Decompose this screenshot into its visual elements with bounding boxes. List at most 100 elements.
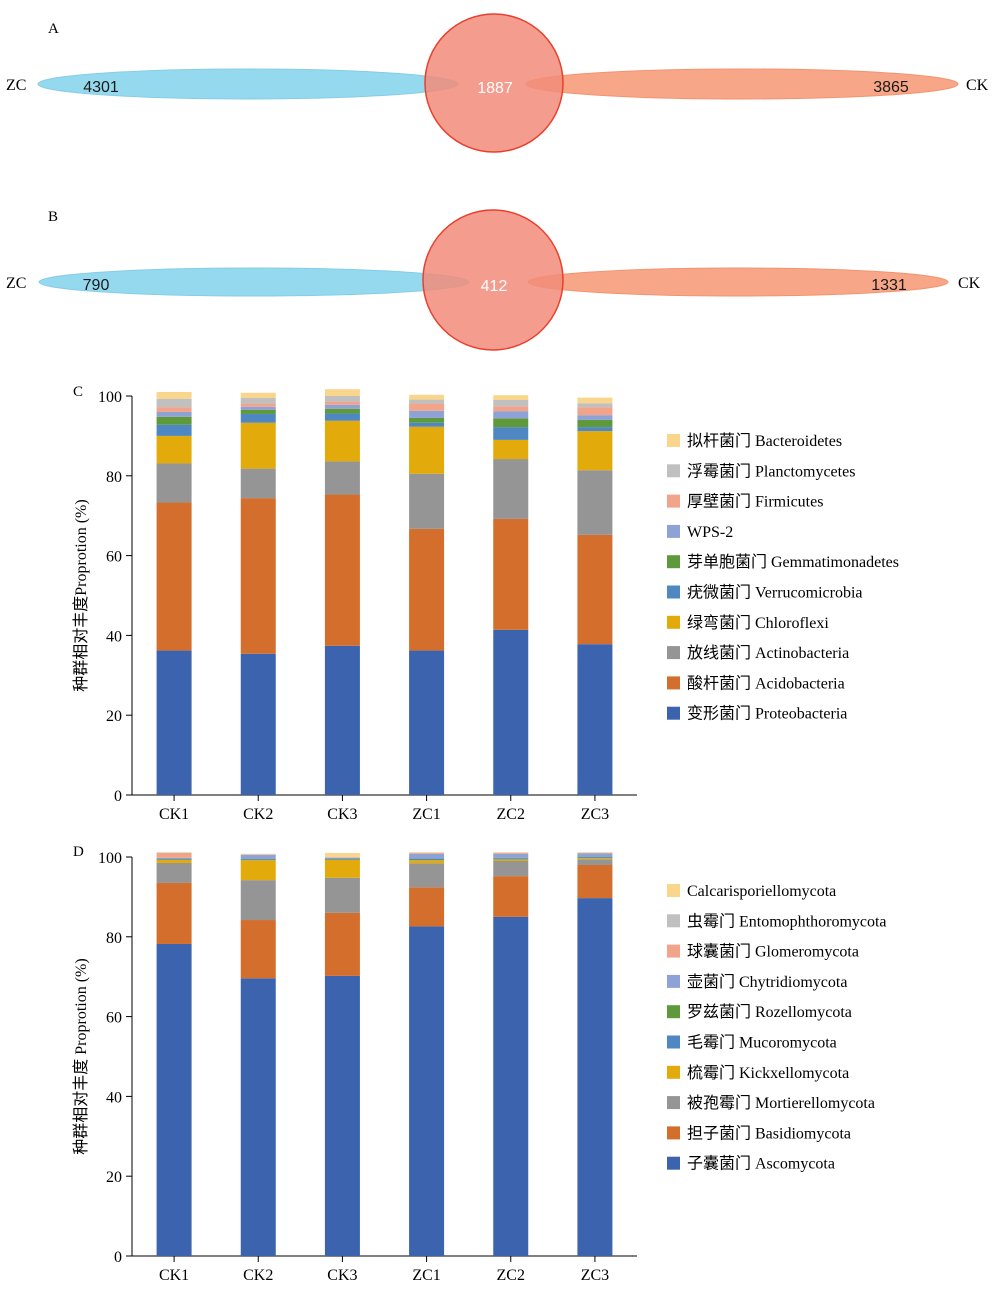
chart-c-bar-segment [156, 407, 192, 412]
chart-d-bar-segment [409, 926, 445, 1256]
chart-c-bar-segment [577, 470, 613, 535]
chart-d-x-tick-label: CK1 [159, 1267, 189, 1284]
chart-c-x-tick-label: CK1 [159, 806, 189, 823]
chart-c-legend-label: 厚壁菌门 Firmicutes [687, 492, 823, 511]
chart-d-legend-swatch [667, 1156, 680, 1170]
chart-c-legend-label: 浮霉菌门 Planctomycetes [687, 462, 855, 480]
chart-d-x-tick-label: CK3 [327, 1267, 357, 1284]
chart-d-legend-label: Calcarisporiellomycota [687, 883, 836, 900]
chart-c-bar-segment [240, 403, 276, 407]
chart-c-bar-segment [156, 424, 192, 436]
chart-c-x-tick-label: ZC1 [412, 806, 440, 823]
chart-d-legend-label: 被孢霉门 Mortierellomycota [687, 1094, 875, 1112]
chart-c-legend-label: WPS-2 [687, 524, 733, 541]
chart-d-y-axis-label: 种群相对丰度 Proprotion (%) [72, 958, 90, 1154]
chart-c-bar-segment [493, 629, 529, 795]
venn-a-shared-count: 1887 [477, 80, 513, 97]
chart-d-bar-segment [324, 877, 360, 913]
chart-c-x-tick-label: CK2 [243, 806, 273, 823]
chart-c-bar-segment [409, 422, 445, 427]
chart-c-y-axis-label: 种群相对丰度Proprotion (%) [72, 499, 90, 691]
chart-d-bar-segment [409, 863, 445, 888]
chart-c-bar-segment [156, 502, 192, 651]
chart-c-legend-label: 芽单胞菌门 Gemmatimonadetes [687, 553, 899, 571]
chart-c-bar-segment [409, 417, 445, 423]
chart-c-bar-segment [324, 420, 360, 462]
chart-d-legend-swatch [667, 944, 680, 958]
chart-c-bar-segment [324, 461, 360, 495]
chart-d-legend-label: 梳霉门 Kickxellomycota [687, 1064, 849, 1082]
chart-c-bar-segment [156, 392, 192, 399]
chart-c-bar-segment [240, 653, 276, 795]
chart-d-legend-label: 罗兹菌门 Rozellomycota [687, 1003, 852, 1021]
chart-d-legend-swatch [667, 1005, 680, 1019]
chart-d-legend-swatch [667, 1065, 680, 1079]
chart-d-bar-segment [493, 853, 529, 854]
chart-c-bar-segment [409, 426, 445, 474]
chart-d-legend-swatch [667, 1126, 680, 1140]
chart-c-bar-segment [240, 406, 276, 410]
chart-c-x-tick-label: ZC3 [581, 806, 609, 823]
chart-d-bar-segment [493, 859, 529, 861]
chart-c-legend-swatch [667, 585, 680, 599]
chart-c-bar-segment [577, 644, 613, 795]
venn-b-shared-count: 412 [481, 278, 508, 295]
chart-c-bar-segment [324, 645, 360, 795]
chart-c-bar-segment [156, 416, 192, 425]
chart-c-legend-swatch [667, 524, 680, 538]
chart-d-legend-swatch [667, 884, 680, 897]
chart-d-bar-segment [409, 860, 445, 864]
chart-d-bar-segment [409, 853, 445, 859]
chart-c-legend-swatch [667, 615, 680, 629]
chart-d-bar-segment [577, 858, 613, 860]
chart-d-x-tick-label: ZC1 [412, 1267, 440, 1284]
chart-c-bar-segment [240, 413, 276, 423]
chart-c-legend-swatch [667, 555, 680, 569]
chart-d-y-tick-label: 40 [106, 1089, 122, 1106]
venn-b-right-label: CK [958, 275, 981, 292]
venn-a: A ZC CK 4301 1887 3865 [6, 13, 989, 153]
chart-d-bar-segment [493, 853, 529, 858]
chart-c-bar-segment [493, 518, 529, 630]
chart-c-bar-segment [324, 494, 360, 646]
chart-c-y-tick-label: 0 [114, 788, 122, 805]
chart-c-bar-segment [324, 389, 360, 396]
chart-c-bar-segment [577, 534, 613, 645]
chart-d-bar-segment [240, 859, 276, 861]
chart-d-x-tick-label: ZC3 [581, 1267, 609, 1284]
chart-d-bar-segment [493, 858, 529, 860]
chart-d-bar-segment [240, 978, 276, 1256]
chart-c-bar-segment [493, 459, 529, 519]
chart-d-bar-segment [577, 864, 613, 899]
chart-d-legend-swatch [667, 974, 680, 988]
chart-c-y-tick-label: 40 [106, 628, 122, 645]
chart-c-bar-segment [324, 401, 360, 405]
chart-c-bar-segment [493, 411, 529, 419]
chart-c-y-tick-label: 100 [98, 389, 122, 406]
chart-c-bar-segment [324, 413, 360, 421]
chart-c-legend-label: 拟杆菌门 Bacteroidetes [687, 432, 842, 450]
chart-d-x-tick-label: ZC2 [497, 1267, 525, 1284]
chart-c-legend-label: 放线菌门 Actinobacteria [687, 644, 849, 662]
chart-c-bar-segment [409, 528, 445, 651]
chart-c-bar-segment [156, 398, 192, 408]
chart-c-panel-letter: C [73, 384, 83, 400]
venn-a-right-label: CK [966, 77, 989, 94]
chart-c-x-tick-label: ZC2 [497, 806, 525, 823]
chart-c-bar-segment [240, 392, 276, 398]
chart-d-legend-swatch [667, 914, 680, 928]
chart-d-panel-letter: D [73, 844, 84, 860]
chart-d-bar-segment [240, 855, 276, 859]
venn-b-panel-letter: B [48, 209, 58, 225]
chart-c-legend-swatch [667, 434, 680, 447]
chart-d-bar-segment [324, 858, 360, 860]
chart-d-bar-segment [324, 975, 360, 1256]
chart-c-legend-swatch [667, 676, 680, 690]
chart-c-bar-segment [493, 439, 529, 460]
chart-d-bar-segment [409, 887, 445, 927]
chart-d-bar-segment [577, 857, 613, 859]
chart-d-y-tick-label: 80 [106, 930, 122, 947]
chart-d-legend-label: 担子菌门 Basidiomycota [687, 1124, 851, 1142]
chart-d-bar-segment [240, 920, 276, 979]
